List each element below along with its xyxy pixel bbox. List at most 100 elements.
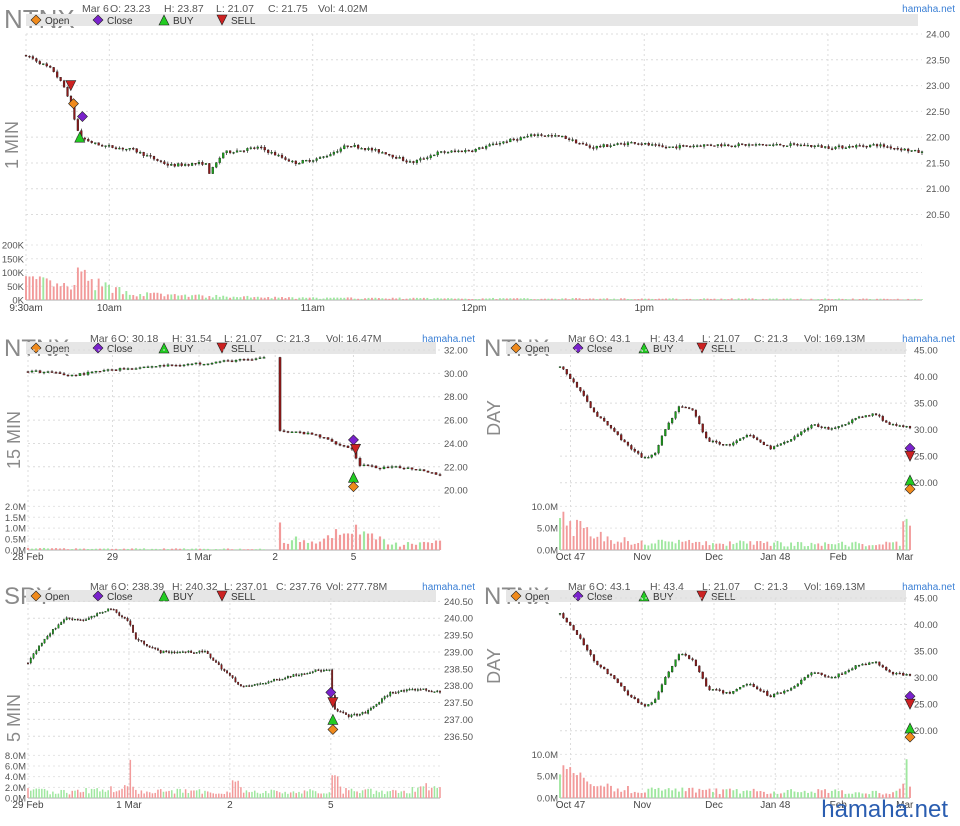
candle-body [114,147,118,150]
candle-body [626,690,630,696]
candle-body [97,142,100,146]
volume-bar [195,790,198,798]
candle-body [246,148,249,151]
candle-body [428,690,430,692]
volume-bar [98,548,102,550]
volume-bar [450,298,453,300]
candle-body [799,144,803,147]
candle-body [86,371,90,375]
volume-bar [847,793,850,798]
vol-tick-label: 150K [2,254,25,265]
candle-body [242,685,245,688]
volume-bar [168,790,170,798]
candle-body [138,367,142,369]
candle-body [650,702,653,705]
volume-bar [824,298,827,300]
volume-bar [295,793,297,798]
candle-body [620,434,623,441]
candle-body [85,619,87,621]
volume-bar [381,790,383,798]
candle-body [281,678,284,681]
candle-body [732,442,735,446]
candle-body [345,712,347,715]
volume-bar [129,759,132,798]
candle-body [606,144,609,147]
candle-body [232,152,235,154]
candle-body [322,437,326,439]
volume-bar [154,548,158,550]
volume-bar [909,786,911,798]
volume-bar [253,790,256,798]
volume-bar [93,789,96,798]
candle-body [857,664,861,667]
y-tick-label: 30.00 [444,369,468,380]
volume-bar [330,538,334,550]
volume-bar [562,765,565,798]
volume-bar [586,781,589,798]
candle-body [350,714,353,717]
candle-body [187,650,190,653]
volume-bar [647,788,650,798]
volume-bar [38,788,40,798]
candle-body [789,688,793,691]
volume-bar [741,298,744,300]
volume-bar [391,297,394,300]
volume-bar [66,549,70,550]
volume-bar [314,543,318,550]
volume-bar [647,298,650,300]
volume-bar [162,548,166,550]
candle-body [98,370,102,373]
candle-body [238,359,242,361]
volume-bar [762,543,765,550]
candle-body [214,361,218,364]
candle-body [674,411,677,419]
candle-body [806,145,809,147]
volume-bar [610,540,612,550]
volume-bar [430,787,433,798]
legend-open-icon [30,14,42,26]
candle-body [775,144,778,146]
candle-body [516,139,519,141]
volume-bar [377,298,380,300]
volume-bar [82,791,85,798]
volume-bar [751,298,754,300]
volume-bar [135,789,137,798]
candle-body [235,150,239,153]
candle-body [132,148,135,150]
candle-body [142,366,146,369]
volume-bar [128,294,131,300]
volume-bar [378,792,380,798]
volume-bar [460,298,463,300]
candle-body [66,374,70,377]
candle-body [776,444,779,447]
volume-bar [654,299,657,300]
volume-bar [154,792,156,798]
volume-bar [776,793,779,798]
vol-tick-label: 0.0M [537,546,558,557]
candle-body [273,679,275,682]
volume-bar [881,794,884,798]
candle-body [471,150,474,153]
candle-body [730,145,733,148]
candle-body [430,472,434,474]
candle-body [756,437,759,440]
candle-body [565,617,568,623]
volume-bar [438,540,442,550]
volume-bar [375,790,378,798]
candle-body [49,65,52,68]
chart-panel-ntnx-day-bottom: NTNXDAYMar 6O: 43.1H: 43.4L: 21.07C: 21.… [484,581,955,810]
candle-body [723,144,726,147]
volume-bar [367,297,370,300]
volume-bar [616,788,619,798]
candle-body [388,154,391,156]
volume-bar [325,793,328,798]
volume-bar [118,790,121,798]
trade-sell-marker [327,697,339,709]
volume-bar [339,786,342,798]
volume-bar [253,297,256,300]
volume-bar [588,298,591,300]
legend-buy-icon [158,342,170,354]
candle-body [201,650,204,653]
volume-bar [38,276,41,300]
candle-body [893,148,896,150]
